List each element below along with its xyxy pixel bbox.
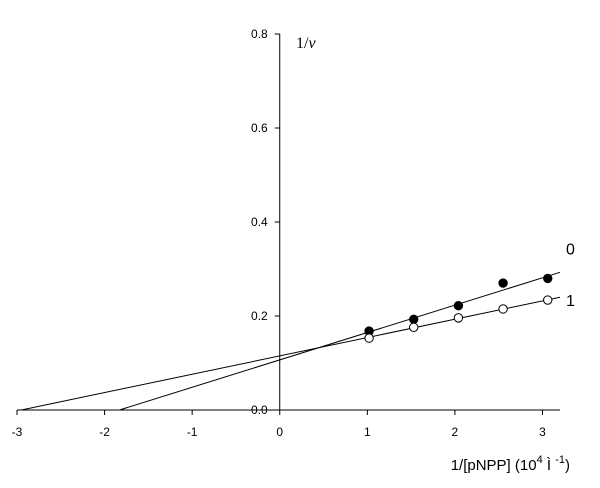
y-tick-label: 0.6 (251, 121, 268, 135)
x-tick-label: -3 (12, 425, 23, 439)
fit-line-series-1 (21, 296, 561, 411)
x-tick-label: 1 (364, 425, 371, 439)
fit-lines (21, 271, 561, 411)
data-point-series-0 (498, 278, 508, 288)
x-tick-label: -2 (99, 425, 110, 439)
y-axis-title-prefix: 1/ (296, 35, 309, 52)
data-point-series-1 (364, 333, 374, 343)
x-axis-title: 1/[pNPP] (104 Ì -1) (451, 454, 570, 474)
x-tick-label: 2 (452, 425, 459, 439)
y-tick-label: 0.0 (251, 403, 268, 417)
data-point-series-1 (498, 304, 508, 314)
data-point-series-1 (453, 313, 464, 323)
x-axis-title-sup1: 4 (537, 454, 543, 466)
y-tick-label: 0.2 (251, 309, 268, 323)
x-tick-label: 0 (276, 425, 283, 439)
fit-line-series-0 (119, 271, 561, 411)
data-point-series-0 (453, 300, 464, 311)
x-ticks: -3 -2 -1 0 1 2 3 (12, 410, 546, 439)
x-tick-label: -1 (187, 425, 198, 439)
data-point-series-1 (409, 322, 419, 332)
series-label-1: 1 (566, 293, 575, 310)
series-labels: 01 (566, 241, 575, 310)
x-axis-title-sup2: -1 (555, 454, 565, 466)
data-points (364, 273, 553, 343)
y-tick-label: 0.8 (251, 27, 268, 41)
y-axis-title: 1/v (296, 35, 316, 52)
data-point-series-0 (409, 314, 419, 324)
y-tick-label: 0.4 (251, 215, 268, 229)
x-axis-title-middle: Ì (543, 457, 556, 474)
series-label-0: 0 (566, 241, 575, 258)
x-tick-label: 3 (539, 425, 546, 439)
y-ticks: 0.0 0.2 0.4 0.6 0.8 (251, 27, 280, 417)
data-point-series-0 (543, 273, 553, 284)
x-axis-title-end: ) (565, 457, 570, 474)
data-point-series-1 (543, 295, 553, 305)
y-axis-title-variable: v (308, 35, 316, 52)
x-axis-title-main: 1/[pNPP] (10 (451, 457, 537, 474)
